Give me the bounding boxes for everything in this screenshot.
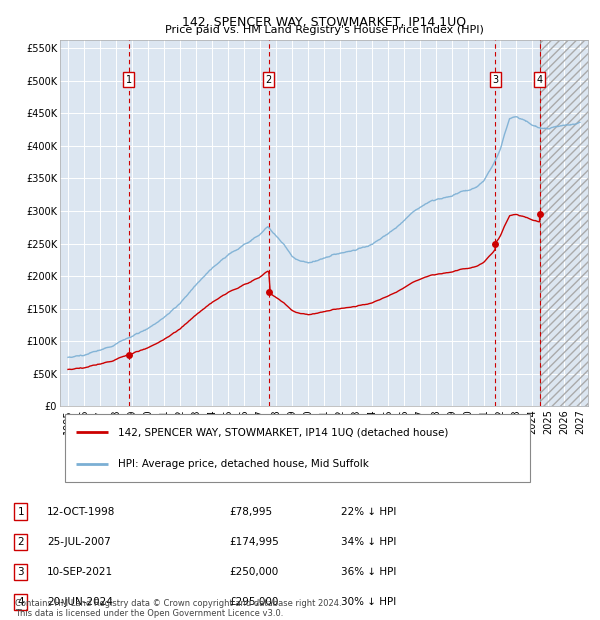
Text: Price paid vs. HM Land Registry's House Price Index (HPI): Price paid vs. HM Land Registry's House … xyxy=(164,25,484,35)
Text: 3: 3 xyxy=(17,567,24,577)
Text: 22% ↓ HPI: 22% ↓ HPI xyxy=(341,507,397,516)
Text: 20-JUN-2024: 20-JUN-2024 xyxy=(47,596,113,606)
Text: 4: 4 xyxy=(17,596,24,606)
Text: 36% ↓ HPI: 36% ↓ HPI xyxy=(341,567,397,577)
Text: 4: 4 xyxy=(536,74,542,85)
Text: HPI: Average price, detached house, Mid Suffolk: HPI: Average price, detached house, Mid … xyxy=(118,459,369,469)
Text: 10-SEP-2021: 10-SEP-2021 xyxy=(47,567,113,577)
Text: 142, SPENCER WAY, STOWMARKET, IP14 1UQ (detached house): 142, SPENCER WAY, STOWMARKET, IP14 1UQ (… xyxy=(118,427,448,437)
Text: 3: 3 xyxy=(492,74,498,85)
Text: £250,000: £250,000 xyxy=(229,567,278,577)
Text: 2: 2 xyxy=(266,74,272,85)
Text: £78,995: £78,995 xyxy=(229,507,272,516)
Text: 1: 1 xyxy=(17,507,24,516)
Text: £295,000: £295,000 xyxy=(229,596,279,606)
FancyBboxPatch shape xyxy=(65,414,530,482)
Text: 12-OCT-1998: 12-OCT-1998 xyxy=(47,507,116,516)
Text: 30% ↓ HPI: 30% ↓ HPI xyxy=(341,596,397,606)
Text: 34% ↓ HPI: 34% ↓ HPI xyxy=(341,537,397,547)
Text: £174,995: £174,995 xyxy=(229,537,279,547)
Bar xyxy=(540,40,588,406)
Text: 2: 2 xyxy=(17,537,24,547)
Text: 25-JUL-2007: 25-JUL-2007 xyxy=(47,537,111,547)
Text: 1: 1 xyxy=(126,74,132,85)
Text: 142, SPENCER WAY, STOWMARKET, IP14 1UQ: 142, SPENCER WAY, STOWMARKET, IP14 1UQ xyxy=(182,16,466,29)
Text: Contains HM Land Registry data © Crown copyright and database right 2024.
This d: Contains HM Land Registry data © Crown c… xyxy=(15,599,341,618)
